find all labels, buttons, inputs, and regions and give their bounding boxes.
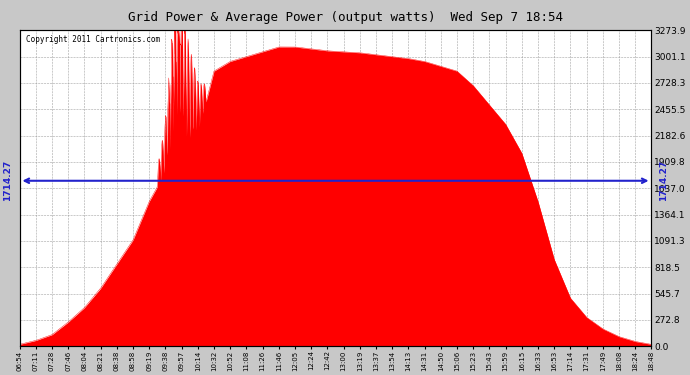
Text: Grid Power & Average Power (output watts)  Wed Sep 7 18:54: Grid Power & Average Power (output watts… bbox=[128, 11, 562, 24]
Text: 1714.27: 1714.27 bbox=[659, 160, 668, 201]
Text: Copyright 2011 Cartronics.com: Copyright 2011 Cartronics.com bbox=[26, 35, 160, 44]
Text: 1714.27: 1714.27 bbox=[3, 160, 12, 201]
